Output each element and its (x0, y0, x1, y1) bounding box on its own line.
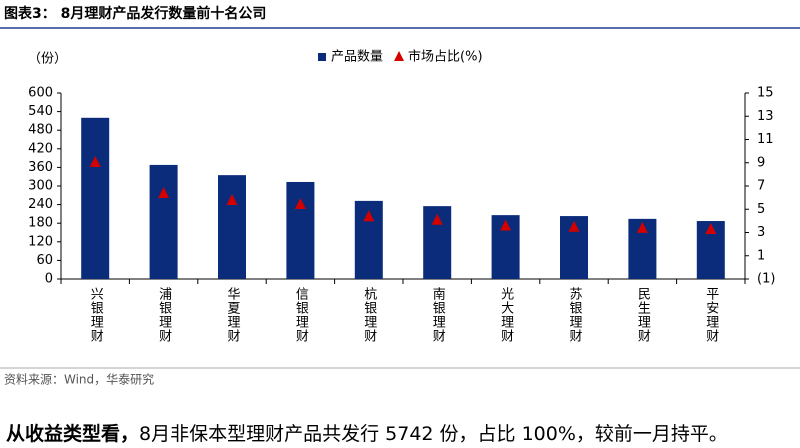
y-tick-label: 420 (28, 141, 53, 156)
y-tick-label: 240 (28, 197, 53, 212)
paragraph-lead: 从收益类型看， (6, 423, 140, 445)
x-tick-label: 苏银理财 (567, 286, 583, 343)
bar (81, 117, 110, 279)
y-axis-label: （份） (28, 52, 67, 67)
x-tick-label: 杭银理财 (361, 287, 377, 343)
paragraph-body: 8月非保本型理财产品共发行 5742 份，占比 100%，较前一月持平。 (139, 423, 728, 445)
source: 资料来源：Wind，华泰研究 (4, 372, 154, 387)
y2-tick-label: 3 (757, 225, 765, 240)
y-tick-label: 0 (45, 272, 53, 287)
y2-tick-label: 13 (757, 109, 774, 124)
y2-tick-label: 9 (757, 155, 765, 170)
chart: 图表3： 8月理财产品发行数量前十名公司 （份） 资料来源：Wind，华泰研究 … (0, 5, 800, 387)
y-tick-label: 360 (28, 160, 53, 175)
y2-tick-label: 11 (757, 132, 774, 147)
x-tick-label: 南银理财 (430, 286, 446, 343)
triangle-marker (158, 186, 170, 198)
y-tick-label: 180 (28, 216, 53, 231)
triangle-marker (636, 221, 648, 233)
y2-tick-label: 1 (757, 248, 765, 263)
figure-title: 图表3： 8月理财产品发行数量前十名公司 (4, 5, 266, 22)
legend-swatch (394, 51, 405, 61)
triangle-marker (89, 156, 101, 168)
legend-swatch (318, 53, 326, 61)
paragraph: 从收益类型看，8月非保本型理财产品共发行 5742 份，占比 100%，较前一月… (6, 419, 728, 446)
y-tick-label: 60 (36, 253, 53, 268)
x-tick-label: 光大理财 (498, 287, 513, 343)
y-tick-label: 120 (28, 234, 53, 249)
bar (149, 164, 178, 279)
x-tick-label: 平安理财 (703, 287, 719, 343)
legend-label: 产品数量 (331, 50, 383, 65)
y-tick-label: 540 (28, 104, 53, 119)
triangle-marker (431, 213, 443, 225)
bar (286, 181, 315, 279)
x-tick-label: 华夏理财 (225, 287, 241, 343)
x-tick-label: 兴银理财 (88, 287, 104, 343)
triangle-marker (226, 193, 238, 205)
x-tick-label: 浦银理财 (156, 287, 172, 343)
y2-tick-label: 15 (757, 86, 774, 101)
triangle-marker (705, 223, 717, 235)
triangle-marker (568, 220, 580, 232)
y-tick-label: 600 (28, 86, 53, 101)
x-tick-label: 信银理财 (293, 287, 309, 343)
x-tick-label: 民生理财 (635, 287, 651, 343)
y2-tick-label: 7 (757, 179, 765, 194)
y2-tick-label: 5 (757, 202, 765, 217)
triangle-marker (500, 219, 512, 231)
legend-label: 市场占比(%) (408, 49, 483, 65)
triangle-marker (294, 198, 306, 210)
y2-tick-label: (1) (757, 272, 775, 287)
bar (218, 175, 246, 279)
y-tick-label: 480 (28, 123, 53, 138)
triangle-marker (363, 210, 375, 222)
y-tick-label: 300 (28, 179, 53, 194)
